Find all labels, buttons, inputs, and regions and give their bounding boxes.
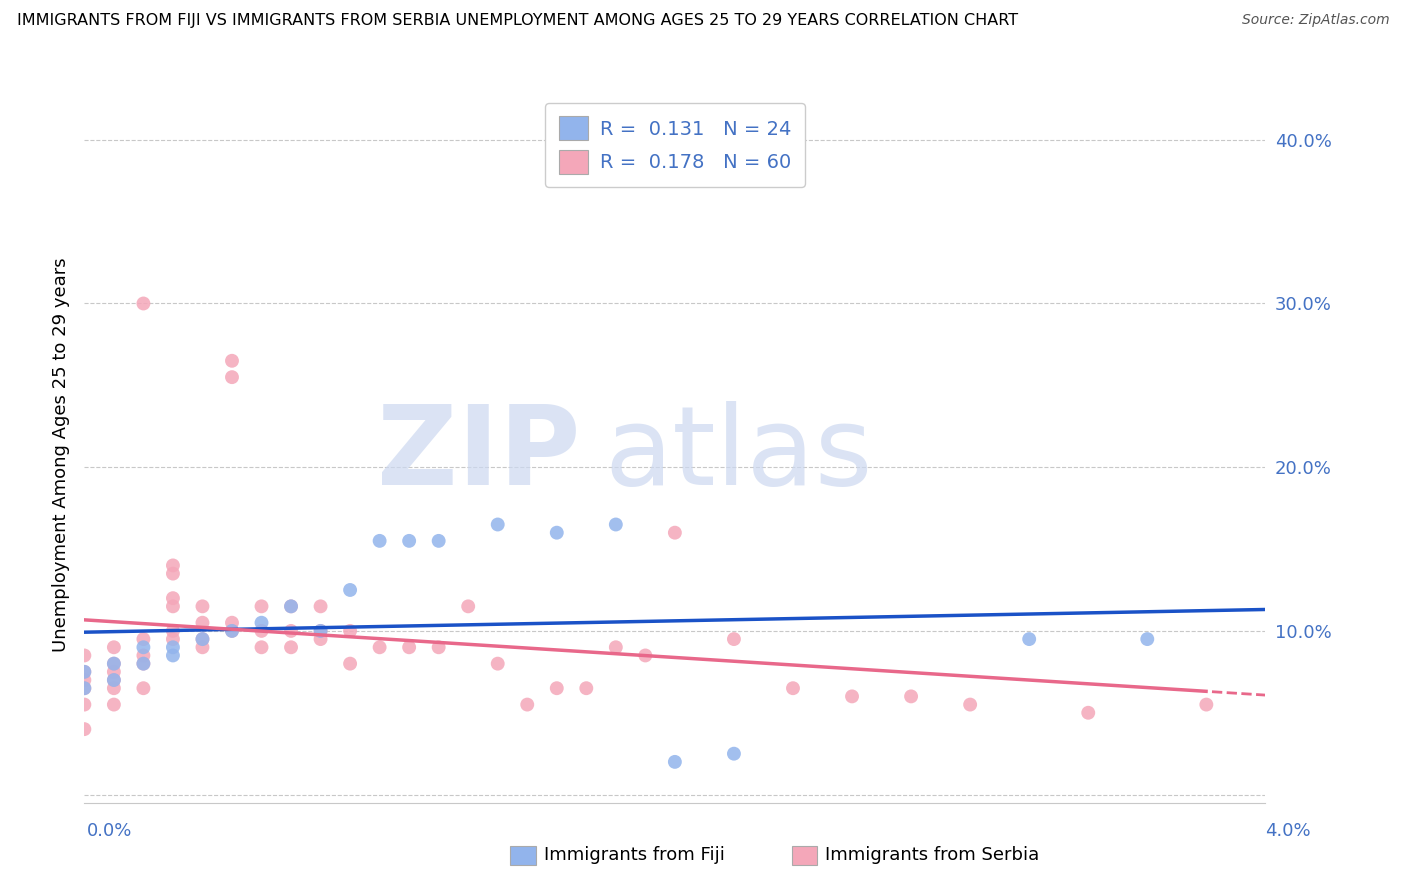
Point [1018, 632, 1040, 646]
Text: ZIP: ZIP [377, 401, 581, 508]
Point [605, 517, 627, 532]
Text: Source: ZipAtlas.com: Source: ZipAtlas.com [1241, 13, 1389, 28]
Point [191, 632, 214, 646]
FancyBboxPatch shape [792, 846, 817, 865]
Point [546, 681, 568, 696]
Point [132, 681, 155, 696]
Point [516, 698, 538, 712]
Point [73, 648, 96, 663]
Point [280, 599, 302, 614]
Point [132, 648, 155, 663]
Point [191, 615, 214, 630]
Point [457, 599, 479, 614]
Point [339, 624, 361, 638]
Point [1195, 698, 1218, 712]
Point [221, 370, 243, 384]
Point [841, 690, 863, 704]
Point [73, 681, 96, 696]
Point [103, 640, 125, 655]
Point [103, 665, 125, 679]
Point [900, 690, 922, 704]
Point [605, 640, 627, 655]
Point [546, 525, 568, 540]
Point [427, 533, 450, 548]
FancyBboxPatch shape [510, 846, 536, 865]
Point [398, 640, 420, 655]
Point [250, 615, 273, 630]
Point [103, 673, 125, 687]
Point [221, 615, 243, 630]
Point [309, 624, 332, 638]
Point [162, 624, 184, 638]
Text: 0.0%: 0.0% [87, 822, 132, 840]
Point [634, 648, 657, 663]
Text: atlas: atlas [605, 401, 873, 508]
Point [162, 566, 184, 581]
Legend: R =  0.131   N = 24, R =  0.178   N = 60: R = 0.131 N = 24, R = 0.178 N = 60 [546, 103, 804, 187]
Point [664, 755, 686, 769]
Point [132, 640, 155, 655]
Point [191, 640, 214, 655]
Text: Immigrants from Fiji: Immigrants from Fiji [544, 846, 725, 863]
Point [368, 533, 391, 548]
Point [309, 599, 332, 614]
Point [280, 640, 302, 655]
Point [103, 681, 125, 696]
Point [103, 673, 125, 687]
Point [368, 640, 391, 655]
Point [73, 665, 96, 679]
Point [132, 296, 155, 310]
Point [339, 582, 361, 597]
Point [398, 533, 420, 548]
Point [162, 632, 184, 646]
Point [73, 665, 96, 679]
Point [723, 747, 745, 761]
Y-axis label: Unemployment Among Ages 25 to 29 years: Unemployment Among Ages 25 to 29 years [52, 258, 70, 652]
Point [280, 599, 302, 614]
Point [486, 657, 509, 671]
Point [427, 640, 450, 655]
Point [162, 648, 184, 663]
Point [959, 698, 981, 712]
Point [250, 640, 273, 655]
Point [575, 681, 598, 696]
Point [486, 517, 509, 532]
Point [1077, 706, 1099, 720]
Point [1136, 632, 1159, 646]
Point [162, 591, 184, 606]
Point [309, 624, 332, 638]
Text: 4.0%: 4.0% [1265, 822, 1310, 840]
Point [191, 632, 214, 646]
Point [162, 558, 184, 573]
Point [73, 722, 96, 736]
Text: IMMIGRANTS FROM FIJI VS IMMIGRANTS FROM SERBIA UNEMPLOYMENT AMONG AGES 25 TO 29 : IMMIGRANTS FROM FIJI VS IMMIGRANTS FROM … [17, 13, 1018, 29]
Point [280, 624, 302, 638]
Point [664, 525, 686, 540]
Point [723, 632, 745, 646]
Point [73, 673, 96, 687]
Point [309, 632, 332, 646]
Point [103, 657, 125, 671]
Text: Immigrants from Serbia: Immigrants from Serbia [825, 846, 1039, 863]
Point [339, 657, 361, 671]
Point [103, 698, 125, 712]
Point [221, 353, 243, 368]
Point [782, 681, 804, 696]
Point [132, 632, 155, 646]
Point [162, 599, 184, 614]
Point [103, 657, 125, 671]
Point [191, 599, 214, 614]
Point [132, 657, 155, 671]
Point [250, 624, 273, 638]
Point [162, 640, 184, 655]
Point [221, 624, 243, 638]
Point [132, 657, 155, 671]
Point [73, 698, 96, 712]
Point [250, 599, 273, 614]
Point [221, 624, 243, 638]
Point [73, 681, 96, 696]
